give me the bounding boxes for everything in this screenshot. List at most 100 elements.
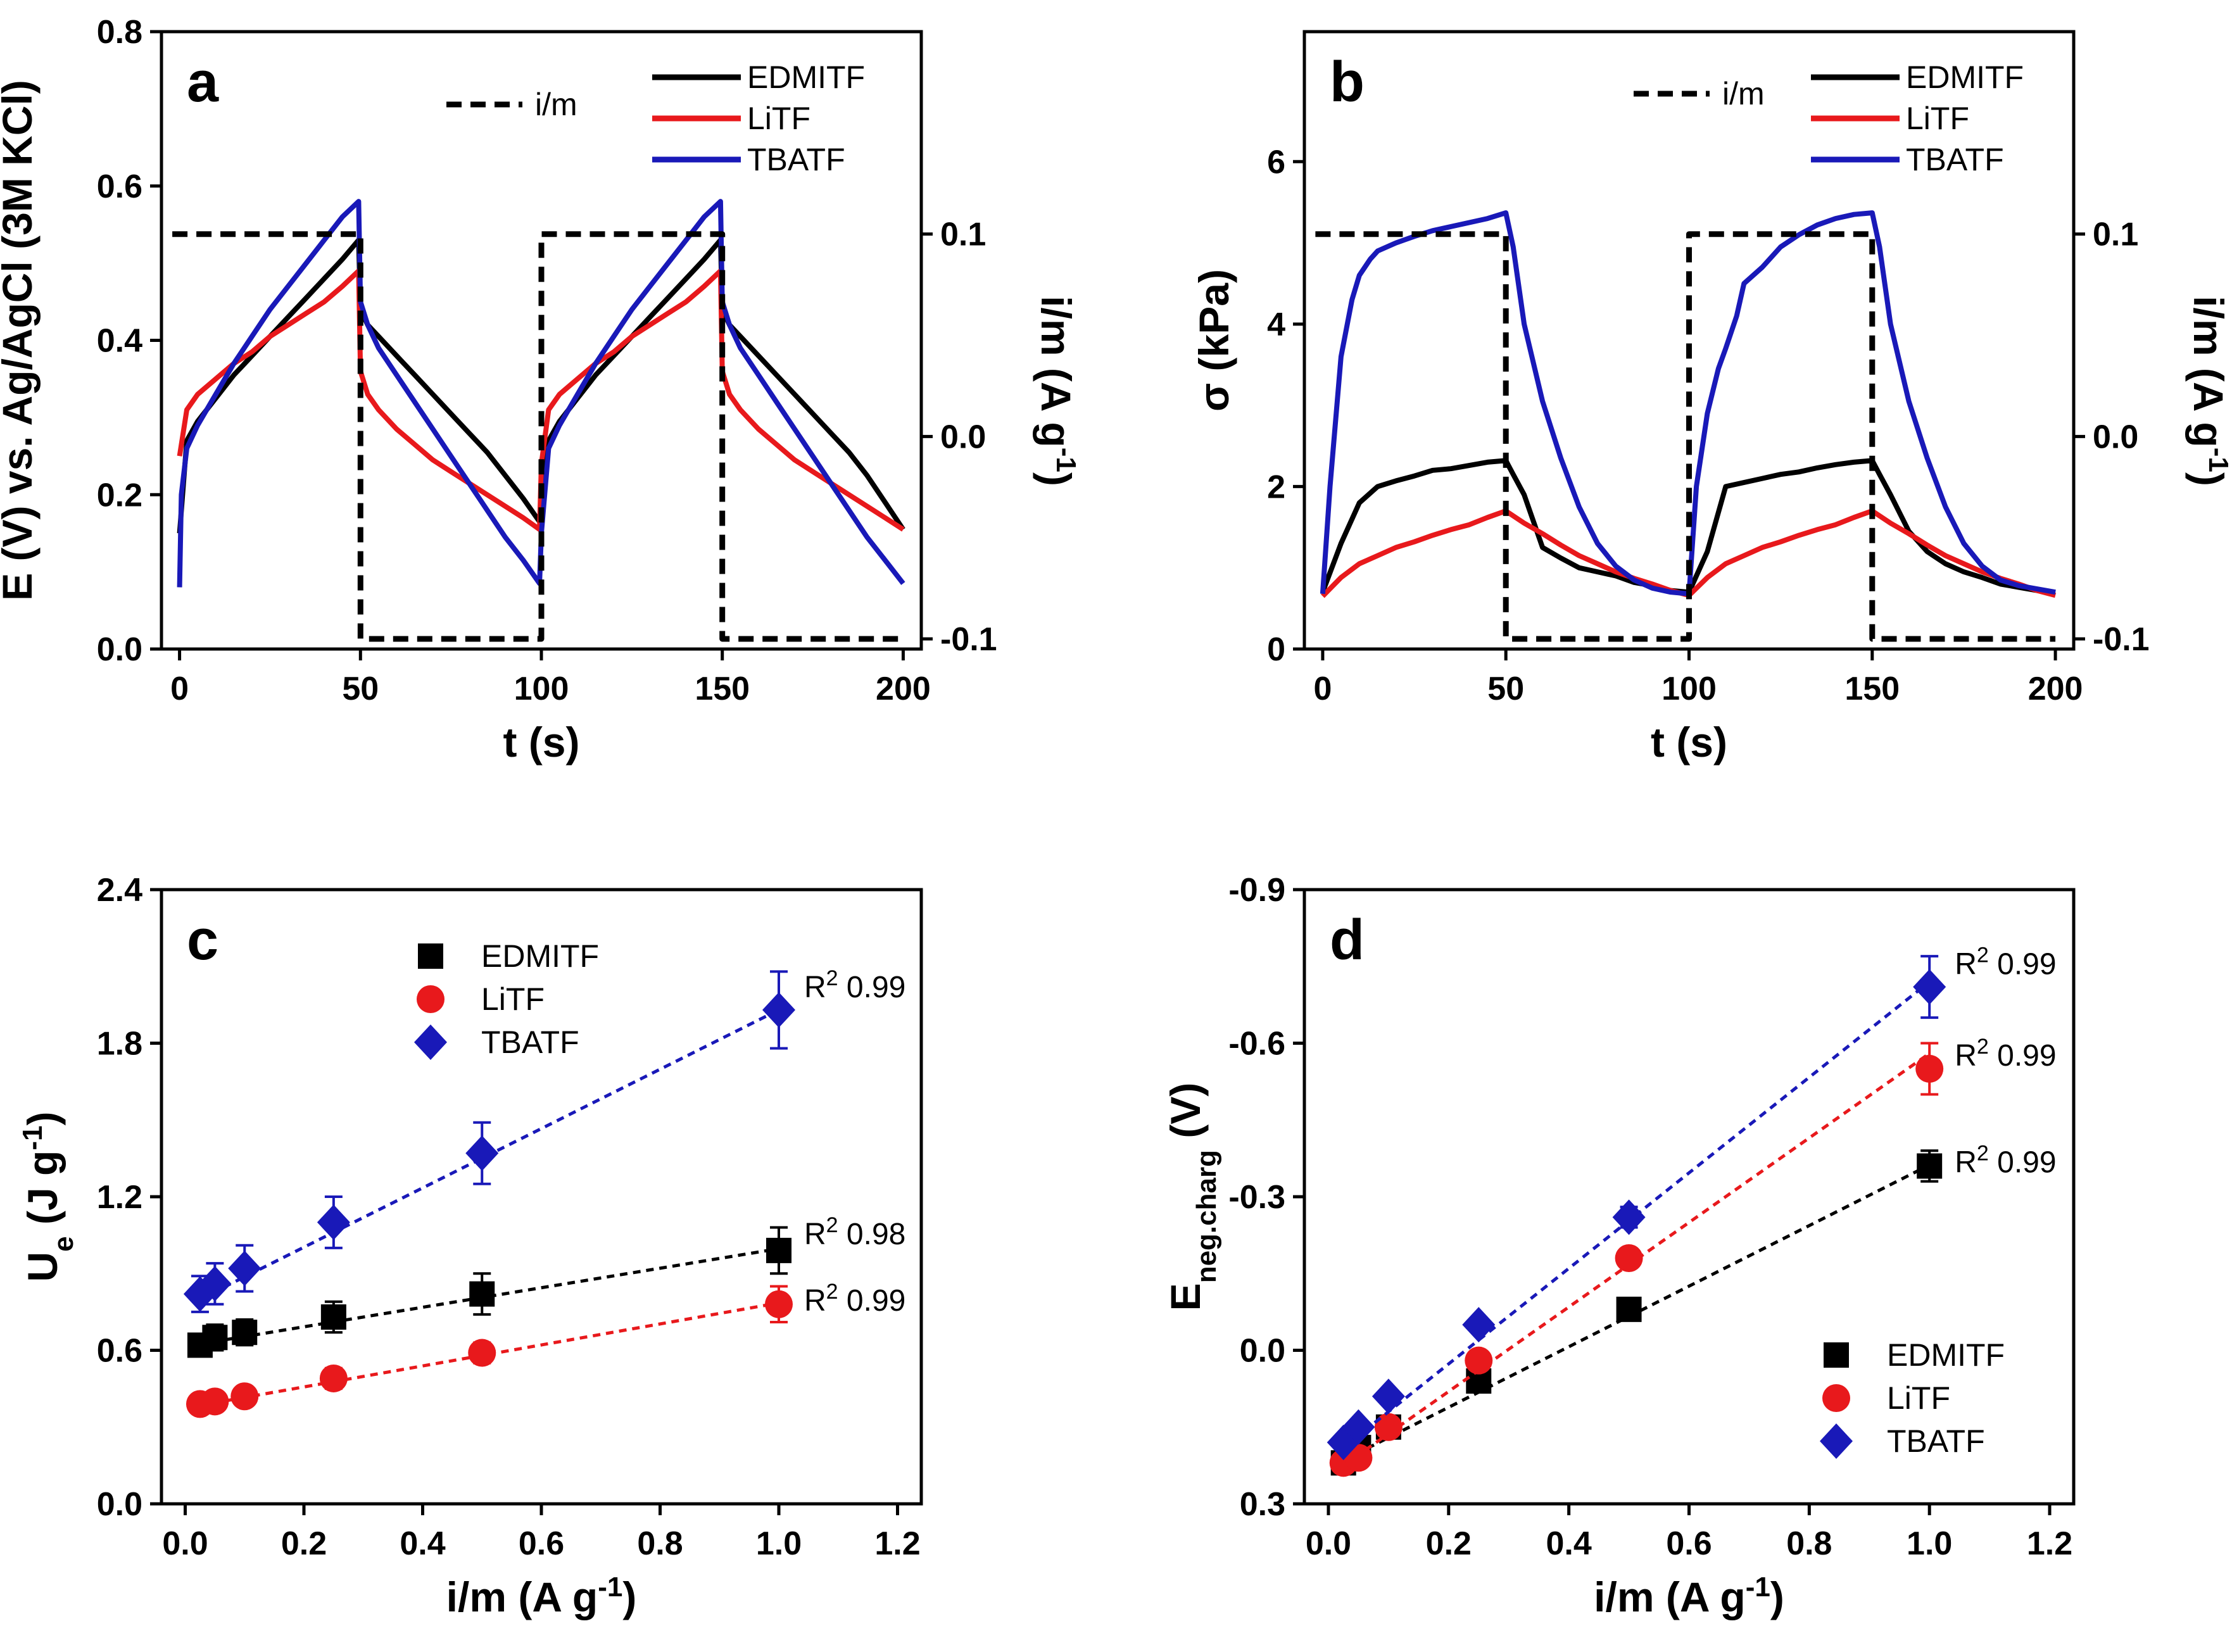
fit-line-EDMITF-d — [1342, 1163, 1931, 1462]
r2-sup-d: 2 — [1977, 1035, 1989, 1059]
marker-LiTF-c — [765, 1290, 793, 1318]
marker-LiTF-d — [1374, 1413, 1403, 1441]
x-tick-label-c: 0.4 — [400, 1525, 445, 1562]
marker-TBATF-d — [1913, 969, 1946, 1005]
y-tick-label-c: 0.6 — [97, 1333, 142, 1370]
marker-EDMITF-c — [766, 1237, 791, 1263]
x-label-main-d: i/m (A g — [1594, 1573, 1746, 1620]
legend-marker-EDMITF-d — [1824, 1342, 1849, 1368]
marker-EDMITF-d — [1917, 1153, 1943, 1179]
legend-marker-TBATF-c — [414, 1025, 447, 1060]
r2-sup-c: 2 — [826, 966, 838, 990]
r2-val-d: 0.99 — [1989, 1146, 2057, 1180]
r2-main-c: R — [804, 971, 826, 1004]
legend-label-EDMITF-c: EDMITF — [481, 938, 599, 974]
legend-label-EDMITF-d: EDMITF — [1887, 1337, 2005, 1373]
x-label-end-c: ) — [622, 1573, 636, 1620]
legend-label-im-a: i/m — [535, 87, 577, 122]
panel-label-a: a — [187, 51, 219, 114]
legend-label-TBATF-a: TBATF — [747, 142, 845, 177]
x-tick-label-d: 0.6 — [1666, 1525, 1712, 1562]
legend-marker-TBATF-d — [1820, 1423, 1853, 1459]
r2-val-c: 0.98 — [838, 1218, 906, 1251]
x-tick-label-c: 0.2 — [281, 1525, 327, 1562]
marker-EDMITF-c — [320, 1304, 346, 1330]
y-tick-label-a: 0.2 — [97, 477, 142, 514]
y-tick-label-d: -0.9 — [1228, 872, 1285, 909]
r2-main-c: R — [804, 1218, 826, 1251]
r2-main-d: R — [1955, 1146, 1977, 1180]
marker-TBATF-c — [762, 992, 795, 1028]
marker-LiTF-c — [319, 1364, 348, 1392]
x-tick-label-c: 0.8 — [637, 1525, 683, 1562]
y-label-rest-c: (J g — [19, 1151, 66, 1237]
x-tick-label-d: 0.8 — [1786, 1525, 1832, 1562]
marker-LiTF-d — [1465, 1346, 1493, 1375]
marker-TBATF-c — [465, 1135, 499, 1171]
panel-a: 0 50 100 150 200 0.0 0.2 0.4 0.6 0.8 -0.1 0.0 0.1 t (… — [0, 14, 1082, 766]
marker-EDMITF-d — [1616, 1296, 1642, 1322]
x-tick-label-b: 150 — [1844, 671, 1900, 707]
y-tick-label-c: 2.4 — [97, 872, 142, 909]
r2-label-EDMITF-c: R2 0.98 — [804, 1213, 905, 1251]
y-tick-label-d: 0.3 — [1240, 1486, 1285, 1523]
x-tick-label-a: 0 — [170, 671, 189, 707]
legend-label-EDMITF-b: EDMITF — [1906, 60, 2024, 95]
y-label-main-c: U — [19, 1252, 66, 1282]
panel-c: 0.0 0.2 0.4 0.6 0.8 1.0 1.20.00.61.21.82.4R2 0… — [17, 872, 923, 1620]
legend-label-LiTF-a: LiTF — [747, 101, 810, 136]
panel-label-c: c — [187, 909, 218, 972]
y-tick-label-c: 1.8 — [97, 1026, 142, 1062]
y2-tick-label-b: 0.0 — [2093, 419, 2138, 455]
r2-sup-d: 2 — [1977, 943, 1989, 968]
r2-val-c: 0.99 — [838, 1284, 906, 1318]
legend-label-TBATF-d: TBATF — [1887, 1423, 1985, 1459]
y-axis-label-a: E (V) vs. Ag/AgCl (3M KCl) — [0, 80, 41, 601]
y2-axis-label-a: i/m (A g-1) — [1033, 296, 1082, 486]
r2-label-TBATF-d: R2 0.99 — [1955, 943, 2056, 981]
marker-TBATF-d — [1371, 1378, 1405, 1415]
marker-TBATF-d — [1462, 1307, 1496, 1343]
y-tick-label-d: 0.0 — [1240, 1333, 1285, 1370]
panel-d: 0.0 0.2 0.4 0.6 0.8 1.0 1.2 0.3 0.0 -0.3 -0.6 -0.9 R… — [1162, 872, 2076, 1620]
marker-EDMITF-c — [469, 1281, 495, 1307]
y-tick-label-a: 0.4 — [97, 323, 142, 360]
marker-LiTF-d — [1615, 1244, 1643, 1272]
x-tick-label-d: 0.2 — [1426, 1525, 1472, 1562]
x-tick-label-a: 50 — [342, 671, 379, 707]
legend-label-TBATF-c: TBATF — [481, 1025, 579, 1060]
x-label-main-c: i/m (A g — [446, 1573, 598, 1620]
x-label-end-d: ) — [1770, 1573, 1784, 1620]
y2-label-sup-b: -1 — [2204, 448, 2232, 472]
marker-LiTF-d — [1915, 1054, 1944, 1083]
panel-label-d: d — [1330, 909, 1365, 972]
y-tick-label-c: 0.0 — [97, 1486, 142, 1523]
y-tick-label-b: 2 — [1267, 469, 1285, 505]
legend-marker-EDMITF-c — [418, 943, 443, 969]
y2-label-main-a: i/m (A g — [1033, 296, 1080, 448]
y2-tick-label-a: 0.1 — [940, 217, 986, 253]
r2-val-c: 0.99 — [838, 971, 906, 1004]
x-label-sup-c: -1 — [598, 1572, 622, 1603]
x-tick-label-d: 0.0 — [1306, 1525, 1351, 1562]
x-tick-label-a: 200 — [876, 671, 931, 707]
marker-EDMITF-c — [202, 1325, 228, 1351]
r2-label-LiTF-c: R2 0.99 — [804, 1280, 905, 1318]
r2-label-EDMITF-d: R2 0.99 — [1955, 1142, 2056, 1180]
x-tick-label-b: 200 — [2028, 671, 2083, 707]
y-axis-label-c: Ue (J g-1) — [17, 1112, 79, 1282]
y-tick-label-a: 0.6 — [97, 168, 142, 205]
x-tick-label-d: 0.4 — [1546, 1525, 1592, 1562]
r2-label-TBATF-c: R2 0.99 — [804, 966, 905, 1004]
marker-TBATF-d — [1612, 1199, 1646, 1235]
y-label-sub-c: e — [48, 1236, 79, 1251]
r2-main-c: R — [804, 1284, 826, 1318]
y-axis-label-d: Eneg.charg (V) — [1162, 1083, 1222, 1311]
y2-label-sup-a: -1 — [1051, 448, 1082, 472]
x-tick-label-d: 1.2 — [2027, 1525, 2072, 1562]
y2-label-main-b: i/m (A g — [2185, 296, 2232, 448]
y-label-main-d: E — [1162, 1283, 1209, 1311]
marker-TBATF-d — [1342, 1409, 1375, 1445]
panel-label-b: b — [1330, 51, 1365, 114]
